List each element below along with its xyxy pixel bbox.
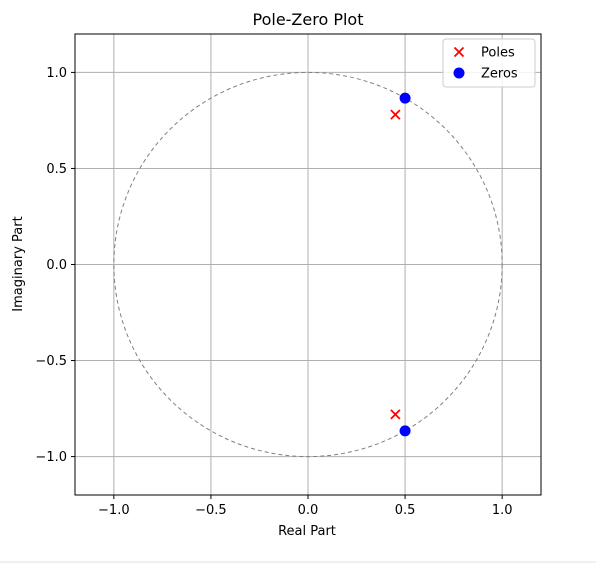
zero-marker	[399, 425, 411, 437]
legend-label: Poles	[481, 46, 515, 61]
x-tick-label: 1.0	[492, 503, 513, 518]
legend-label: Zeros	[481, 67, 518, 82]
unit-circle	[113, 71, 503, 458]
data-markers	[390, 92, 411, 437]
y-tick-label: 0.0	[46, 258, 67, 273]
legend-pole-icon	[453, 46, 465, 58]
y-axis-ticks: −1.0 −0.5 0.0 0.5 1.0	[35, 66, 75, 465]
x-axis-label: Real Part	[278, 524, 336, 539]
pole-marker	[390, 409, 401, 420]
x-axis-ticks: −1.0 −0.5 0.0 0.5 1.0	[98, 495, 513, 518]
y-tick-label: −1.0	[35, 450, 67, 465]
y-tick-label: 1.0	[46, 66, 67, 81]
legend-zero-icon	[453, 67, 465, 79]
zero-marker	[399, 92, 411, 104]
x-tick-label: −0.5	[195, 503, 227, 518]
pole-marker	[390, 109, 401, 120]
y-tick-label: −0.5	[35, 354, 67, 369]
x-tick-label: 0.0	[298, 503, 319, 518]
legend: Poles Zeros	[442, 38, 536, 88]
x-tick-label: −1.0	[98, 503, 130, 518]
y-axis-label: Imaginary Part	[11, 216, 26, 311]
x-tick-label: 0.5	[395, 503, 416, 518]
chart-title: Pole-Zero Plot	[253, 10, 364, 29]
bottom-strip	[0, 561, 596, 563]
legend-box	[442, 38, 536, 88]
y-tick-label: 0.5	[46, 162, 67, 177]
